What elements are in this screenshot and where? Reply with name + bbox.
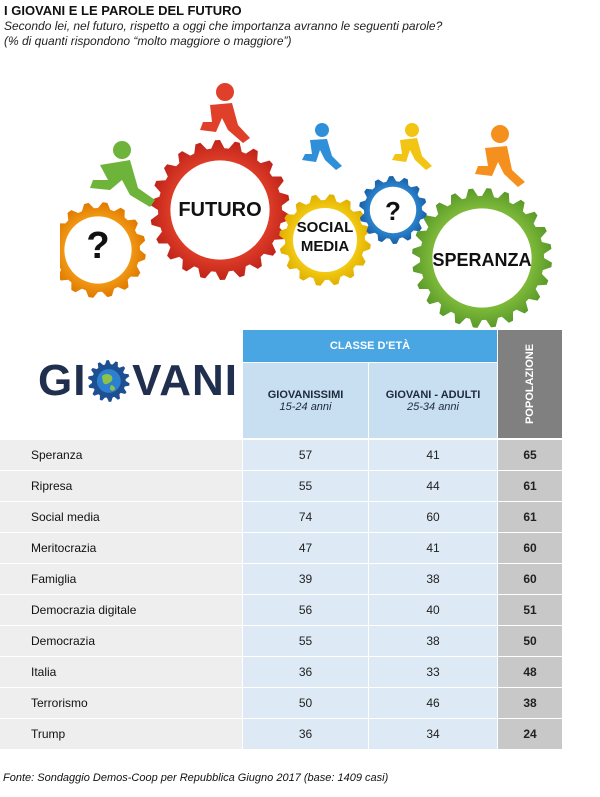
table-row: Famiglia 39 38 60 bbox=[0, 564, 562, 594]
gears-illustration: ? ? FUTURO SOCIAL MEDIA SPERANZA bbox=[60, 83, 552, 328]
row-label: Famiglia bbox=[31, 572, 77, 586]
value-cell-giovani-adulti: 34 bbox=[369, 719, 497, 749]
column-header-giovanissimi-range: 15-24 anni bbox=[279, 400, 332, 413]
value-cell-popolazione: 61 bbox=[498, 471, 562, 501]
row-label-cell: Speranza bbox=[0, 440, 242, 470]
value-cell-popolazione: 24 bbox=[498, 719, 562, 749]
column-header-popolazione: POPOLAZIONE bbox=[498, 330, 562, 438]
source-note: Fonte: Sondaggio Demos-Coop per Repubbli… bbox=[3, 772, 389, 784]
value-cell-popolazione: 60 bbox=[498, 533, 562, 563]
gear-label-futuro: FUTURO bbox=[178, 199, 261, 221]
row-label: Democrazia bbox=[31, 634, 96, 648]
value-cell-giovani-adulti: 38 bbox=[369, 626, 497, 656]
table-row: Trump 36 34 24 bbox=[0, 719, 562, 749]
runner-figure-blue-icon bbox=[302, 123, 342, 170]
subtitle-question: Secondo lei, nel futuro, rispetto a oggi… bbox=[4, 19, 443, 33]
logo-text-right: VANI bbox=[132, 356, 238, 405]
value-cell-giovani-adulti: 44 bbox=[369, 471, 497, 501]
row-label-cell: Democrazia bbox=[0, 626, 242, 656]
row-label-cell: Trump bbox=[0, 719, 242, 749]
column-header-giovani-adulti-name: GIOVANI - ADULTI bbox=[385, 388, 481, 401]
runner-figure-red-icon bbox=[200, 83, 250, 143]
value-cell-giovanissimi: 56 bbox=[243, 595, 368, 625]
gear-orange-icon bbox=[60, 202, 146, 298]
row-label: Social media bbox=[31, 510, 100, 524]
question-mark-right-icon: ? bbox=[385, 196, 401, 226]
subtitle-note: (% di quanti rispondono “molto maggiore … bbox=[4, 34, 292, 48]
row-label: Meritocrazia bbox=[31, 541, 97, 555]
value-cell-giovani-adulti: 38 bbox=[369, 564, 497, 594]
row-label-cell: Ripresa bbox=[0, 471, 242, 501]
table-row: Social media 74 60 61 bbox=[0, 502, 562, 532]
runner-figure-yellow-icon bbox=[392, 123, 432, 170]
value-cell-giovanissimi: 47 bbox=[243, 533, 368, 563]
globe-gear-icon bbox=[88, 360, 131, 402]
row-label: Trump bbox=[31, 727, 66, 741]
value-cell-giovanissimi: 74 bbox=[243, 502, 368, 532]
row-label: Ripresa bbox=[31, 479, 73, 493]
table-row: Democrazia 55 38 50 bbox=[0, 626, 562, 656]
row-label: Terrorismo bbox=[31, 696, 88, 710]
value-cell-giovanissimi: 57 bbox=[243, 440, 368, 470]
value-cell-giovani-adulti: 41 bbox=[369, 533, 497, 563]
row-label-cell: Italia bbox=[0, 657, 242, 687]
value-cell-giovanissimi: 36 bbox=[243, 657, 368, 687]
gear-label-speranza: SPERANZA bbox=[432, 250, 531, 270]
table-row: Meritocrazia 47 41 60 bbox=[0, 533, 562, 563]
value-cell-popolazione: 50 bbox=[498, 626, 562, 656]
row-label-cell: Social media bbox=[0, 502, 242, 532]
row-label: Democrazia digitale bbox=[31, 603, 137, 617]
giovani-logo: GI VANI bbox=[38, 356, 238, 406]
table-row: Italia 36 33 48 bbox=[0, 657, 562, 687]
table-row: Terrorismo 50 46 38 bbox=[0, 688, 562, 718]
gear-label-media: MEDIA bbox=[301, 238, 350, 255]
value-cell-popolazione: 38 bbox=[498, 688, 562, 718]
column-header-giovanissimi: GIOVANISSIMI 15-24 anni bbox=[243, 363, 368, 438]
row-label-cell: Famiglia bbox=[0, 564, 242, 594]
value-cell-giovanissimi: 50 bbox=[243, 688, 368, 718]
value-cell-popolazione: 51 bbox=[498, 595, 562, 625]
column-header-giovanissimi-name: GIOVANISSIMI bbox=[267, 388, 344, 401]
value-cell-giovani-adulti: 33 bbox=[369, 657, 497, 687]
gear-red-icon bbox=[150, 140, 290, 280]
gear-label-social: SOCIAL bbox=[297, 219, 354, 236]
gear-blue-icon bbox=[359, 176, 427, 244]
gear-green-icon bbox=[412, 188, 552, 328]
row-label: Speranza bbox=[31, 448, 83, 462]
row-label-cell: Meritocrazia bbox=[0, 533, 242, 563]
question-mark-left-icon: ? bbox=[86, 225, 109, 267]
value-cell-giovani-adulti: 41 bbox=[369, 440, 497, 470]
row-label-cell: Terrorismo bbox=[0, 688, 242, 718]
gear-yellow-icon bbox=[279, 194, 371, 286]
table-row: Speranza 57 41 65 bbox=[0, 440, 562, 470]
table-row: Ripresa 55 44 61 bbox=[0, 471, 562, 501]
logo-text-left: GI bbox=[38, 356, 87, 405]
value-cell-giovani-adulti: 46 bbox=[369, 688, 497, 718]
value-cell-popolazione: 60 bbox=[498, 564, 562, 594]
column-header-giovani-adulti: GIOVANI - ADULTI 25-34 anni bbox=[369, 363, 497, 438]
runner-figure-orange-icon bbox=[475, 125, 525, 187]
value-cell-giovanissimi: 55 bbox=[243, 471, 368, 501]
table-row: Democrazia digitale 56 40 51 bbox=[0, 595, 562, 625]
column-header-giovani-adulti-range: 25-34 anni bbox=[407, 400, 459, 413]
value-cell-popolazione: 65 bbox=[498, 440, 562, 470]
age-class-header: CLASSE D'ETÀ bbox=[243, 330, 497, 362]
value-cell-popolazione: 48 bbox=[498, 657, 562, 687]
runner-figure-green-icon bbox=[90, 141, 155, 207]
value-cell-giovani-adulti: 60 bbox=[369, 502, 497, 532]
row-label-cell: Democrazia digitale bbox=[0, 595, 242, 625]
page-title: I GIOVANI E LE PAROLE DEL FUTURO bbox=[4, 3, 242, 18]
value-cell-giovanissimi: 55 bbox=[243, 626, 368, 656]
value-cell-giovani-adulti: 40 bbox=[369, 595, 497, 625]
column-header-popolazione-label: POPOLAZIONE bbox=[524, 343, 536, 425]
row-label: Italia bbox=[31, 665, 57, 679]
value-cell-popolazione: 61 bbox=[498, 502, 562, 532]
value-cell-giovanissimi: 36 bbox=[243, 719, 368, 749]
value-cell-giovanissimi: 39 bbox=[243, 564, 368, 594]
